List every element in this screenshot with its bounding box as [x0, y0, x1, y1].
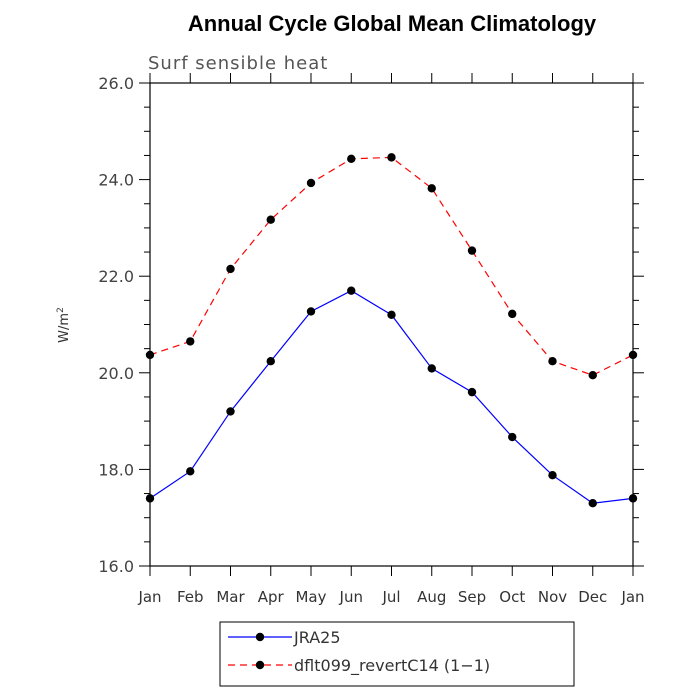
x-tick-label: Jan: [137, 588, 161, 606]
x-tick-label: Dec: [578, 588, 607, 606]
series-point: [427, 184, 436, 193]
series-line: [149, 290, 634, 504]
series-point: [588, 499, 597, 508]
series-layer: [145, 153, 638, 508]
x-tick-label: Nov: [538, 588, 567, 606]
series-point: [387, 310, 396, 320]
x-tick-label: Jan: [620, 588, 644, 606]
legend-marker: [255, 632, 265, 642]
series-point: [588, 371, 597, 380]
series-point: [427, 364, 436, 373]
series-point: [548, 470, 557, 480]
series-2: [145, 153, 638, 380]
x-tick-label: Sep: [458, 588, 486, 606]
x-tick-label: May: [295, 588, 326, 606]
series-point: [306, 307, 316, 316]
chart-title: Annual Cycle Global Mean Climatology: [188, 11, 597, 36]
legend-label: dflt099_revertC14 (1−1): [294, 656, 490, 676]
series-point: [628, 494, 638, 503]
x-tick-label: Jul: [381, 588, 400, 606]
series-1: [145, 286, 638, 508]
series-line: [149, 156, 634, 376]
series-point: [145, 494, 155, 503]
series-point: [628, 350, 638, 360]
series-point: [347, 286, 356, 295]
series-point: [467, 246, 477, 255]
y-axis-label-sup: 2: [56, 307, 66, 313]
series-point: [306, 178, 316, 188]
tick-marks: [139, 73, 644, 576]
x-tick-label: Apr: [258, 588, 285, 606]
series-point: [266, 357, 275, 366]
x-tick-labels: Jan Feb Mar Apr May Jun Jul Aug Sep Oct Nov Dec Jan: [137, 588, 644, 606]
x-tick-label: Mar: [216, 588, 245, 606]
svg-text:W/m2: W/m2: [56, 307, 72, 343]
series-point: [467, 387, 477, 397]
series-point: [145, 350, 155, 360]
x-tick-label: Feb: [177, 588, 204, 606]
y-axis-label: W/m2: [56, 307, 72, 343]
series-point: [548, 357, 557, 366]
legend-label: JRA25: [293, 628, 341, 647]
series-point: [347, 154, 356, 164]
y-tick-label: 22.0: [98, 267, 134, 286]
series-point: [508, 432, 517, 442]
legend-box: [219, 621, 575, 687]
y-tick-label: 24.0: [98, 171, 134, 190]
series-point: [226, 407, 235, 416]
chart-subtitle: Surf sensible heat: [148, 53, 328, 74]
series-point: [186, 337, 195, 346]
y-tick-labels: 16.0 18.0 20.0 22.0 24.0 26.0: [98, 74, 134, 576]
series-point: [266, 215, 275, 224]
x-tick-label: Aug: [417, 588, 446, 606]
plot-frame: [149, 82, 634, 567]
y-tick-label: 26.0: [98, 74, 134, 93]
series-point: [226, 264, 235, 274]
x-tick-label: Oct: [499, 588, 525, 606]
y-axis-label-text: W/m: [57, 313, 72, 343]
x-tick-label: Jun: [339, 588, 363, 606]
series-point: [387, 153, 396, 162]
y-tick-label: 16.0: [98, 557, 134, 576]
legend-marker: [255, 660, 265, 670]
y-tick-label: 20.0: [98, 364, 134, 383]
legend: JRA25 dflt099_revertC14 (1−1): [219, 621, 575, 687]
series-point: [508, 309, 517, 319]
series-point: [186, 467, 195, 476]
y-tick-label: 18.0: [98, 460, 134, 479]
